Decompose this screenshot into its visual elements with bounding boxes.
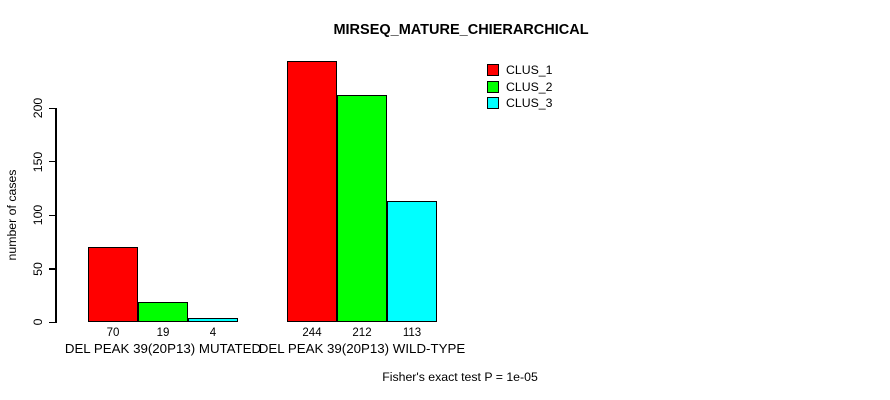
legend: CLUS_1 CLUS_2 CLUS_3	[487, 63, 552, 110]
legend-swatch-clus-2	[487, 80, 499, 93]
y-axis-line	[55, 108, 57, 323]
bar-clus_3-group1	[387, 201, 437, 323]
y-tick-mark	[48, 214, 56, 216]
legend-item-clus-1: CLUS_1	[487, 63, 552, 77]
legend-item-clus-3: CLUS_3	[487, 96, 552, 110]
y-tick-label: 0	[31, 318, 45, 326]
group-label-wildtype: DEL PEAK 39(20P13) WILD-TYPE	[258, 341, 466, 356]
y-tick-label: 100	[31, 205, 45, 226]
legend-label-clus-3: CLUS_3	[506, 96, 553, 110]
y-tick-mark	[48, 107, 56, 109]
y-tick-mark	[48, 321, 56, 324]
y-tick-label: 200	[31, 97, 45, 119]
bar-clus_3-group0	[188, 318, 238, 323]
bar-clus_2-group0	[138, 302, 188, 323]
legend-item-clus-2: CLUS_2	[487, 80, 552, 94]
y-tick-mark	[48, 268, 56, 270]
bar-value-label: 212	[352, 326, 372, 339]
y-tick-mark	[48, 161, 56, 163]
bar-clus_1-group1	[287, 61, 337, 323]
chart-title: MIRSEQ_MATURE_CHIERARCHICAL	[333, 22, 589, 38]
y-axis-label: number of cases	[5, 169, 19, 261]
bar-value-label: 4	[209, 326, 217, 339]
legend-label-clus-1: CLUS_1	[506, 63, 553, 77]
y-tick-label: 150	[31, 151, 45, 173]
group-label-mutated: DEL PEAK 39(20P13) MUTATED	[64, 341, 262, 356]
legend-label-clus-2: CLUS_2	[506, 79, 553, 94]
bar-value-label: 113	[402, 326, 422, 339]
y-tick-label: 50	[31, 262, 45, 276]
bar-clus_1-group0	[88, 247, 138, 323]
bar-value-label: 19	[156, 326, 170, 339]
bar-value-label: 244	[302, 326, 322, 339]
legend-swatch-clus-3	[487, 97, 499, 109]
bar-value-label: 70	[106, 326, 120, 339]
legend-swatch-clus-1	[487, 64, 499, 76]
fisher-test-note: Fisher's exact test P = 1e-05	[382, 370, 538, 384]
bar-clus_2-group1	[337, 95, 387, 323]
